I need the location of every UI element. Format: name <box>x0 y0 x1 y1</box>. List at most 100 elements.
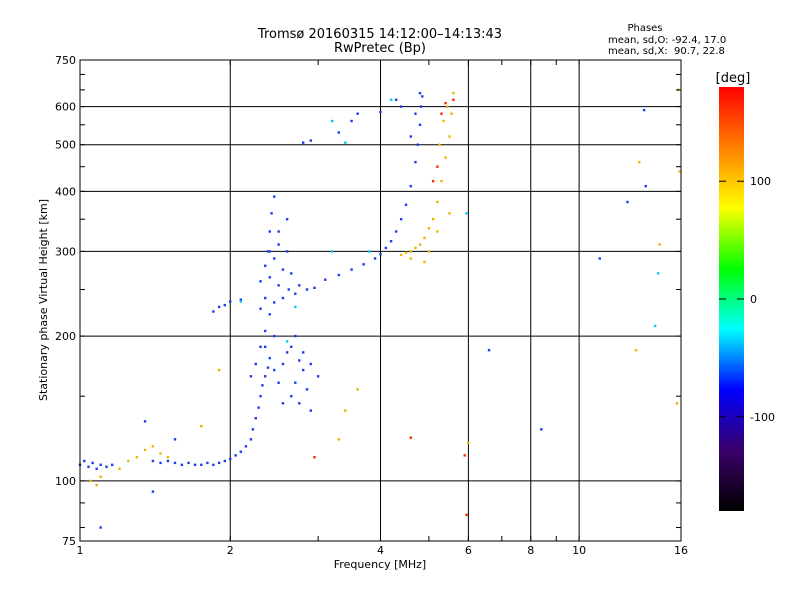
echo-point <box>99 475 102 478</box>
echo-point <box>268 276 271 279</box>
echo-point <box>305 388 309 391</box>
echo-point <box>653 324 657 328</box>
stats-x-mode: mean, sd,X: 90.7, 22.8 <box>608 46 725 57</box>
echo-point <box>436 200 439 204</box>
echo-point <box>301 141 305 144</box>
grid-lines <box>80 60 681 541</box>
echo-point <box>362 263 365 266</box>
echo-point <box>264 296 267 300</box>
echo-point <box>540 428 543 431</box>
stats-o-mode: mean, sd,O: -92.4, 17.0 <box>608 35 726 46</box>
chart-subtitle: RwPretec (Bp) <box>334 41 426 56</box>
x-tick-label: 10 <box>572 544 586 557</box>
echo-point <box>259 280 262 283</box>
echo-point <box>264 329 267 333</box>
echo-point <box>143 448 147 452</box>
echo-point <box>414 246 417 250</box>
echo-point <box>239 300 243 303</box>
echo-point <box>446 105 449 108</box>
echo-point <box>151 459 155 463</box>
echo-points <box>78 88 681 529</box>
echo-point <box>264 345 267 349</box>
echo-point <box>330 119 334 123</box>
echo-point <box>217 305 221 309</box>
echo-point <box>249 438 253 441</box>
echo-point <box>399 105 403 108</box>
echo-point <box>324 278 327 281</box>
echo-point <box>187 461 190 465</box>
echo-point <box>436 230 439 233</box>
echo-point <box>344 409 347 412</box>
echo-point <box>285 351 289 354</box>
echo-point <box>193 463 197 467</box>
echo-point <box>89 479 92 483</box>
echo-point <box>305 288 309 291</box>
echo-point <box>270 212 273 215</box>
echo-point <box>301 368 305 372</box>
echo-point <box>159 452 162 455</box>
echo-point <box>404 251 408 255</box>
echo-point <box>266 366 270 369</box>
echo-point <box>337 438 341 441</box>
echo-point <box>285 218 289 221</box>
echo-point <box>394 98 398 101</box>
echo-point <box>431 179 435 183</box>
echo-point <box>423 260 426 264</box>
echo-point <box>384 246 388 250</box>
echo-point <box>368 250 371 253</box>
echo-point <box>448 135 451 138</box>
echo-point <box>427 250 431 253</box>
echo-point <box>285 250 289 253</box>
echo-point <box>294 292 297 295</box>
echo-point <box>298 284 301 287</box>
echo-point <box>217 461 221 465</box>
echo-point <box>436 165 439 168</box>
echo-point <box>99 526 102 529</box>
y-tick-label: 400 <box>55 185 76 198</box>
echo-point <box>273 257 276 260</box>
y-tick-label: 600 <box>55 101 76 114</box>
echo-point <box>487 348 491 352</box>
echo-point <box>444 156 447 159</box>
echo-point <box>290 272 293 275</box>
echo-point <box>427 227 431 230</box>
echo-point <box>389 240 393 243</box>
echo-point <box>678 170 681 173</box>
echo-point <box>356 388 359 391</box>
echo-point <box>166 459 170 463</box>
echo-point <box>159 461 162 465</box>
echo-point <box>414 112 417 115</box>
colorbar-tick-label: 0 <box>750 293 757 306</box>
echo-point <box>656 272 660 275</box>
echo-point <box>389 98 393 101</box>
echo-point <box>277 243 280 246</box>
echo-point <box>418 243 422 246</box>
echo-point <box>127 459 130 463</box>
echo-point <box>409 250 412 253</box>
echo-point <box>273 301 276 304</box>
echo-point <box>212 310 215 313</box>
echo-point <box>399 218 403 221</box>
echo-point <box>83 459 86 463</box>
echo-point <box>259 345 262 349</box>
echo-point <box>200 424 203 428</box>
echo-point <box>268 250 271 253</box>
x-tick-label: 16 <box>674 544 688 557</box>
echo-point <box>285 340 289 343</box>
echo-point <box>91 461 94 465</box>
echo-point <box>309 362 312 366</box>
echo-point <box>290 395 293 398</box>
echo-point <box>309 409 312 412</box>
echo-point <box>110 463 114 467</box>
echo-point <box>249 375 253 378</box>
echo-point <box>118 467 121 470</box>
x-axis-label: Frequency [MHz] <box>334 558 426 571</box>
echo-point <box>135 456 139 459</box>
echo-point <box>350 119 353 123</box>
echo-point <box>409 184 412 188</box>
x-tick-label: 2 <box>227 544 234 557</box>
axes: 1 2 4 6 8 10 16 75 100 200 300 400 500 600 750 <box>55 54 688 557</box>
colorbar-ticks: 100 0 -100 <box>719 175 775 424</box>
echo-point <box>273 368 276 372</box>
echo-point <box>409 436 412 439</box>
